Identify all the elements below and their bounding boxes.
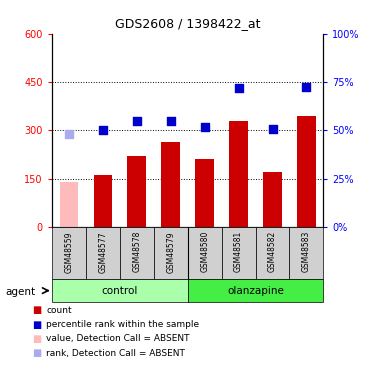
Bar bbox=[52, 227, 86, 279]
Point bbox=[100, 128, 106, 134]
Text: GSM48579: GSM48579 bbox=[166, 231, 175, 273]
Text: count: count bbox=[46, 306, 72, 315]
Text: GSM48583: GSM48583 bbox=[302, 231, 311, 273]
Point bbox=[66, 130, 72, 136]
Text: percentile rank within the sample: percentile rank within the sample bbox=[46, 320, 199, 329]
Point bbox=[270, 126, 276, 132]
Bar bbox=[256, 227, 290, 279]
Bar bbox=[154, 227, 187, 279]
Text: GDS2608 / 1398422_at: GDS2608 / 1398422_at bbox=[115, 17, 261, 30]
Text: olanzapine: olanzapine bbox=[227, 286, 284, 296]
Bar bbox=[229, 121, 248, 227]
Bar bbox=[60, 182, 78, 227]
Text: ■: ■ bbox=[32, 320, 41, 330]
Point bbox=[236, 86, 242, 92]
Point bbox=[167, 118, 174, 124]
Bar bbox=[94, 176, 112, 227]
Bar bbox=[222, 227, 256, 279]
Bar bbox=[290, 227, 323, 279]
Bar bbox=[195, 159, 214, 227]
Text: GSM48559: GSM48559 bbox=[64, 231, 74, 273]
Text: value, Detection Call = ABSENT: value, Detection Call = ABSENT bbox=[46, 334, 190, 344]
Bar bbox=[297, 116, 316, 227]
Point bbox=[202, 124, 208, 130]
Text: GSM48578: GSM48578 bbox=[132, 231, 141, 273]
Text: rank, Detection Call = ABSENT: rank, Detection Call = ABSENT bbox=[46, 349, 185, 358]
Bar bbox=[52, 279, 188, 302]
Text: ■: ■ bbox=[32, 306, 41, 315]
Bar bbox=[188, 227, 222, 279]
Bar bbox=[161, 142, 180, 227]
Text: ■: ■ bbox=[32, 334, 41, 344]
Text: GSM48582: GSM48582 bbox=[268, 231, 277, 272]
Point bbox=[303, 84, 310, 90]
Point bbox=[134, 118, 140, 124]
Bar bbox=[263, 172, 282, 227]
Text: GSM48581: GSM48581 bbox=[234, 231, 243, 272]
Text: ■: ■ bbox=[32, 348, 41, 358]
Bar bbox=[86, 227, 120, 279]
Bar bbox=[127, 156, 146, 227]
Bar bbox=[120, 227, 154, 279]
Bar bbox=[188, 279, 323, 302]
Text: GSM48577: GSM48577 bbox=[98, 231, 107, 273]
Text: control: control bbox=[102, 286, 138, 296]
Text: GSM48580: GSM48580 bbox=[200, 231, 209, 273]
Text: agent: agent bbox=[6, 287, 36, 297]
